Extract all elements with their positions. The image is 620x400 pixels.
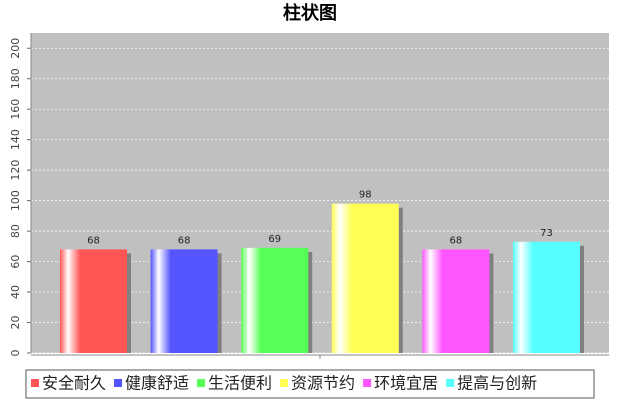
bar	[60, 249, 127, 353]
y-tick-label: 180	[9, 68, 22, 89]
legend-swatch	[197, 379, 206, 387]
y-tick-label: 0	[9, 350, 22, 357]
value-label: 98	[359, 190, 372, 201]
value-label: 73	[540, 228, 553, 239]
y-tick-label: 160	[9, 99, 22, 120]
bar	[331, 203, 399, 353]
value-label: 68	[178, 235, 191, 246]
legend-label: 资源节约	[291, 374, 355, 393]
legend-label: 环境宜居	[374, 374, 438, 393]
legend-label: 生活便利	[208, 374, 272, 393]
bar	[422, 249, 490, 353]
legend-swatch	[363, 379, 372, 387]
legend-label: 提高与创新	[457, 374, 537, 393]
y-tick-label: 120	[9, 160, 22, 181]
bar	[241, 247, 309, 353]
value-label: 68	[450, 235, 463, 246]
y-tick-label: 200	[9, 38, 22, 59]
y-tick-label: 80	[9, 224, 22, 238]
legend-swatch	[31, 379, 39, 387]
y-tick-label: 40	[9, 285, 22, 299]
y-tick-label: 20	[9, 316, 22, 330]
y-tick-label: 60	[9, 255, 22, 269]
y-tick-label: 140	[9, 129, 22, 150]
bar	[150, 249, 218, 353]
legend-swatch	[280, 379, 289, 387]
legend-swatch	[114, 379, 123, 387]
legend-label: 健康舒适	[125, 374, 189, 393]
value-label: 69	[268, 234, 281, 245]
bar	[513, 241, 580, 353]
y-tick-label: 100	[9, 190, 22, 211]
chart-title: 柱状图	[283, 2, 337, 24]
legend-swatch	[446, 379, 455, 387]
legend-label: 安全耐久	[42, 374, 106, 393]
value-label: 68	[87, 235, 100, 246]
